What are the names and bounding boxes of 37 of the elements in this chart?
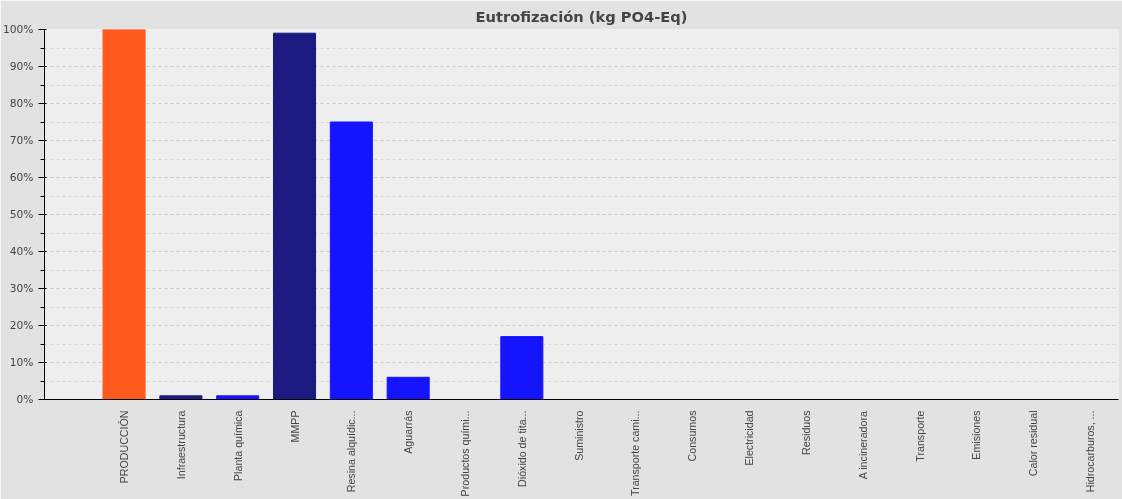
y-tick-label: 30% [9, 282, 34, 295]
x-tick-label: Residuos [799, 410, 812, 455]
x-tick-label: Suministro [572, 410, 585, 461]
y-tick-label: 80% [9, 97, 34, 110]
y-tick-label: 0% [16, 393, 34, 406]
chart-title: Eutrofización (kg PO4-Eq) [475, 7, 688, 25]
y-tick-label: 70% [9, 134, 34, 147]
bar [386, 376, 430, 400]
x-tick-label: Electricidad [743, 410, 756, 466]
bar [329, 121, 373, 400]
x-tick-label: Transporte [913, 410, 926, 462]
y-tick-label: 90% [9, 60, 34, 73]
x-tick-label: A incineradora [856, 411, 869, 480]
bar [273, 32, 317, 400]
x-tick-label: Resina alquídic... [345, 410, 358, 493]
x-tick-label: Dióxido de tita... [515, 410, 528, 487]
y-tick-label: 50% [9, 208, 34, 221]
y-tick-label: 100% [3, 23, 34, 36]
x-tick-label: Infraestructura [174, 410, 187, 480]
x-tick-label: PRODUCCIÓN [118, 410, 131, 484]
bar [102, 29, 146, 400]
x-tick-label: Hidrocarburos, ... [1084, 410, 1097, 493]
y-tick-label: 60% [9, 171, 34, 184]
x-tick-label: Aguarrás [402, 410, 415, 454]
x-tick-label: Productos quími... [459, 410, 472, 497]
bar [216, 395, 260, 400]
x-tick-label: Consumos [686, 410, 699, 462]
y-tick-label: 20% [9, 319, 34, 332]
y-tick-label: 40% [9, 245, 34, 258]
x-tick-label: Planta química [231, 410, 244, 481]
x-tick-label: Emisiones [970, 410, 983, 460]
y-tick-label: 10% [9, 356, 34, 369]
bar [500, 336, 544, 400]
x-tick-label: MMPP [288, 410, 301, 443]
bar [159, 395, 203, 400]
x-tick-label: Calor residual [1027, 410, 1040, 477]
x-tick-label: Transporte cami... [629, 410, 642, 496]
